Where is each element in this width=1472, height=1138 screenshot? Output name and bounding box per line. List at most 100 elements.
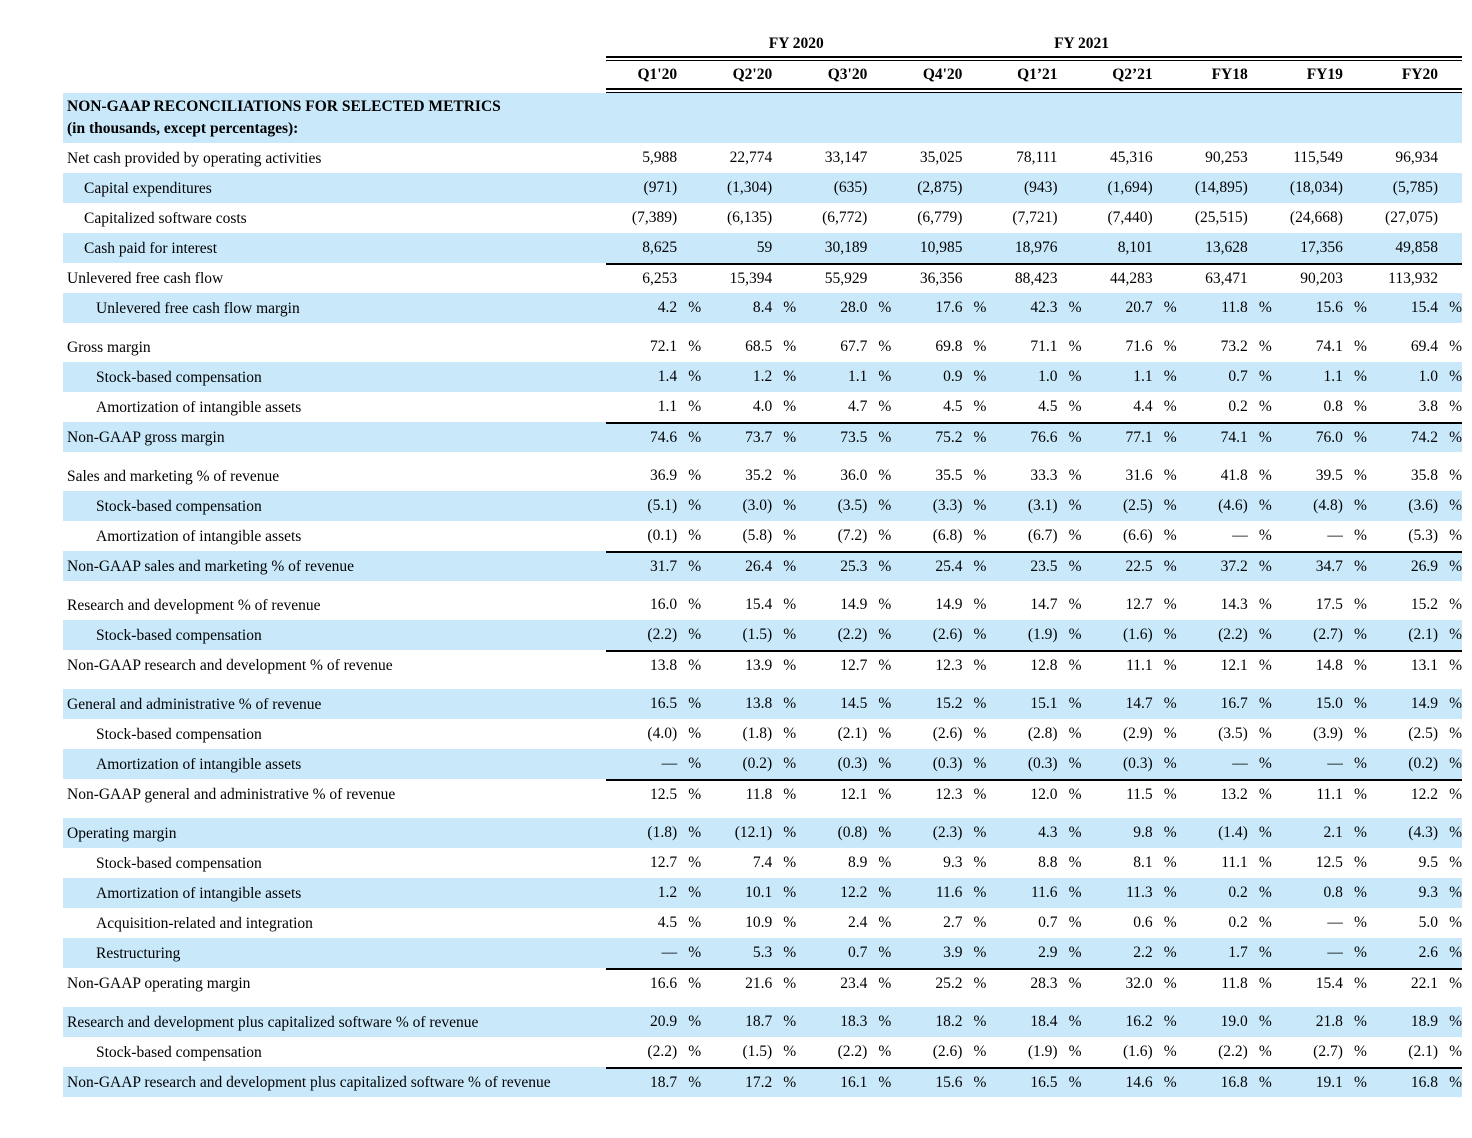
cell-unit [677,239,701,257]
row-label: Restructuring [96,944,181,962]
data-cell: (0.3)% [986,755,1082,773]
cell-value: 37.2 [1220,558,1248,575]
data-cell: 12.8% [986,657,1081,675]
cell-value: 74.6 [649,429,678,446]
row-cells: 12.5% 11.8% 12.1% 12.3% 12.0% 11.5% 13.2% 11.1%… [606,779,1462,809]
cell-unit [1153,209,1177,227]
data-cell: 0.8% [1272,398,1367,416]
cell-unit [772,270,796,288]
row-label: Stock-based compensation [96,497,262,515]
cell-unit [867,209,891,227]
data-cell: 13.8% [606,657,701,675]
data-cell: 1.1% [796,368,891,386]
cell-value: 14.8 [1315,657,1343,674]
data-cell: (2.6)% [891,626,987,644]
row-label: Amortization of intangible assets [96,527,302,545]
cell-value: (0.2) [742,755,773,772]
data-cell: 36.0% [796,467,891,485]
column-header-cell: Q1’21 [986,66,1081,84]
cell-unit: % [688,725,702,742]
cell-unit: % [878,527,892,544]
data-cell: 11.1% [1082,657,1177,675]
data-cell: 4.3% [986,824,1081,842]
data-cell: 21.8% [1272,1013,1367,1031]
data-cell: 18.7% [701,1013,796,1031]
cell-value: 13.8 [745,695,773,712]
cell-value: (0.3) [1122,755,1153,772]
cell-unit [962,239,986,257]
data-cell: 11.1% [1177,854,1272,872]
cell-unit: % [1353,975,1367,992]
data-cell: 113,932 [1367,270,1462,288]
data-cell: 2.7% [891,914,986,932]
data-cell: 35.8% [1367,467,1462,485]
cell-unit: % [783,944,797,961]
cell-unit: % [973,944,987,961]
cell-unit [962,66,986,84]
cell-unit: % [878,786,892,803]
cell-value: — [1327,755,1343,772]
cell-unit: % [878,824,892,841]
cell-unit: % [973,854,987,871]
cell-unit [962,209,986,227]
row-cells: 18.7% 17.2% 16.1% 15.6% 16.5% 14.6% 16.8% 19.1%… [606,1067,1462,1097]
cell-unit: % [783,558,797,575]
cell-unit: % [1068,368,1082,385]
data-cell: 25.3% [796,558,891,576]
cell-unit [1343,270,1367,288]
data-cell: 12.2% [796,884,891,902]
cell-unit [772,179,796,197]
data-cell: 12.5% [606,786,701,804]
data-cell: 2.4% [796,914,891,932]
data-cell: 12.7% [606,854,701,872]
cell-value: 16.0 [649,596,678,613]
cell-unit: % [1163,854,1177,871]
cell-unit: % [973,626,987,643]
data-cell: 8.8% [986,854,1081,872]
cell-value: 1.0 [1038,368,1058,385]
cell-unit: % [688,1013,702,1030]
cell-value: (1.4) [1218,824,1248,841]
cell-value: 35,025 [919,149,963,166]
cell-value: — [1232,755,1248,772]
cell-value: Q3'20 [827,65,868,83]
data-cell: 0.8% [1272,884,1367,902]
cell-unit: % [1353,854,1367,871]
data-cell: (2.2)% [1177,626,1272,644]
data-cell: 9.3% [1367,884,1462,902]
data-cell: 2.2% [1082,944,1176,962]
data-cell: (0.3)% [1082,755,1177,773]
cell-value: (7,440) [1107,209,1153,226]
row-cells: 74.6% 73.7% 73.5% 75.2% 76.6% 77.1% 74.1% 76.0%… [606,422,1462,452]
cell-unit: % [1353,368,1367,385]
cell-unit: % [1258,755,1272,772]
cell-unit: % [973,1074,987,1091]
row-label: Unlevered free cash flow [67,269,224,287]
data-cell: (2.7)% [1272,626,1367,644]
cell-value: (5.8) [742,527,773,544]
data-cell: 10.1% [701,884,796,902]
cell-unit: % [1449,299,1462,316]
row-cells: (971) (1,304) (635) (2,875) (943) (1,694) (14,… [606,173,1462,203]
cell-value: 1.2 [752,368,773,385]
cell-value: (943) [1023,179,1058,196]
cell-value: 13.8 [649,657,678,674]
cell-value: 0.8 [1323,398,1343,415]
data-cell: (5.8)% [701,527,797,545]
cell-unit: % [1163,725,1177,742]
table-row: Stock-based compensation 12.7% 7.4% 8.9% 9.3… [63,848,1462,878]
table-row: Capitalized software costs (7,389) (6,135)… [63,203,1462,233]
cell-value: 12.1 [1220,657,1248,674]
cell-unit: % [1068,725,1082,742]
cell-value: 11.8 [745,786,773,803]
cell-unit: % [688,558,702,575]
cell-unit [867,179,891,197]
cell-unit: % [973,558,987,575]
cell-value: 0.2 [1228,884,1248,901]
cell-unit: % [878,1043,892,1060]
cell-value: 17.6 [935,299,963,316]
cell-value: 11.6 [1030,884,1058,901]
table-row: Research and development % of revenue 16.… [63,590,1462,620]
cell-unit [772,239,796,257]
data-cell: 11.6% [891,884,987,902]
